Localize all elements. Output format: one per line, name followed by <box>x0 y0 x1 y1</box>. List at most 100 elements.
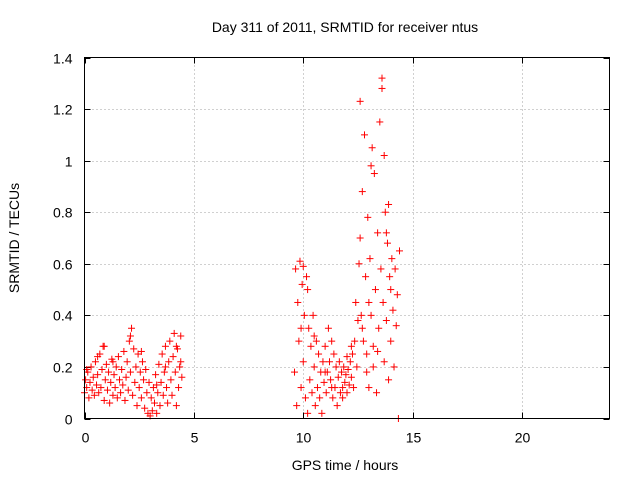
data-point <box>377 265 385 273</box>
data-point <box>363 350 371 358</box>
data-point <box>312 337 320 345</box>
data-point <box>357 311 365 319</box>
data-point <box>390 363 398 371</box>
data-point <box>310 332 318 340</box>
data-point <box>304 409 312 417</box>
x-axis-ticks: 0 5 10 15 20 <box>82 57 530 446</box>
data-point <box>300 311 308 319</box>
y-tick-label: 1.4 <box>53 51 73 67</box>
data-point <box>100 342 108 350</box>
data-point <box>310 363 318 371</box>
data-point <box>177 358 185 366</box>
data-point <box>157 378 165 386</box>
data-point <box>94 371 102 379</box>
data-point <box>94 353 102 361</box>
data-point <box>311 402 319 410</box>
x-tick-label: 15 <box>406 430 422 446</box>
data-point <box>147 394 155 402</box>
data-point <box>140 376 148 384</box>
data-point <box>91 358 99 366</box>
data-point <box>110 371 118 379</box>
data-point <box>122 373 130 381</box>
data-point <box>393 291 401 299</box>
data-point <box>340 363 348 371</box>
x-tick-label: 5 <box>191 430 199 446</box>
data-point <box>396 247 403 255</box>
data-point <box>143 389 151 397</box>
data-point <box>125 337 133 345</box>
data-point <box>169 353 177 361</box>
data-point <box>121 396 129 404</box>
data-point <box>387 337 395 345</box>
data-point <box>161 363 169 371</box>
data-point <box>388 255 396 263</box>
data-point <box>131 378 139 386</box>
data-point <box>154 389 162 397</box>
data-point <box>315 350 323 358</box>
data-point <box>375 324 383 332</box>
data-point <box>101 376 109 384</box>
data-point <box>297 324 305 332</box>
data-point <box>89 373 97 381</box>
data-point <box>356 234 364 242</box>
data-point <box>172 342 180 350</box>
data-point <box>343 353 351 361</box>
data-point <box>153 381 161 389</box>
data-point <box>129 391 137 399</box>
data-point <box>296 257 304 265</box>
data-point <box>138 358 146 366</box>
data-point <box>304 286 312 294</box>
data-point <box>347 373 355 381</box>
data-point <box>175 384 183 392</box>
data-point <box>339 394 347 402</box>
data-point <box>135 384 143 392</box>
data-point <box>171 368 179 376</box>
data-point <box>90 391 98 399</box>
data-point <box>334 373 342 381</box>
y-axis-ticks: 0 0.2 0.4 0.6 0.8 1 1.2 1.4 <box>53 51 610 428</box>
data-point <box>299 358 307 366</box>
data-point <box>344 366 352 374</box>
data-point <box>336 389 344 397</box>
data-point <box>392 322 400 330</box>
y-tick-label: 0 <box>65 412 73 428</box>
data-point <box>132 363 140 371</box>
data-point <box>163 384 171 392</box>
data-point <box>126 332 134 340</box>
data-point <box>339 384 347 392</box>
data-point <box>176 363 184 371</box>
data-point <box>95 389 103 397</box>
data-point <box>385 200 393 208</box>
data-point <box>391 265 399 273</box>
data-point <box>342 371 350 379</box>
data-point <box>295 337 303 345</box>
data-point <box>361 131 368 139</box>
data-point <box>319 358 327 366</box>
data-point <box>97 384 105 392</box>
data-point <box>126 368 134 376</box>
data-point <box>381 208 389 216</box>
data-point <box>364 213 372 221</box>
data-point <box>291 368 298 376</box>
data-point <box>389 306 397 314</box>
data-point <box>106 399 114 407</box>
data-point <box>133 402 141 410</box>
x-tick-label: 10 <box>296 430 312 446</box>
data-point <box>348 350 356 358</box>
data-point <box>165 358 173 366</box>
data-point <box>345 381 353 389</box>
data-point <box>102 360 110 368</box>
data-point <box>298 280 306 288</box>
data-point <box>294 298 302 306</box>
data-point <box>338 368 346 376</box>
y-tick-label: 0.2 <box>53 360 73 376</box>
data-point <box>117 389 125 397</box>
data-point <box>153 409 161 417</box>
data-point <box>332 363 340 371</box>
data-point <box>351 337 359 345</box>
data-point <box>166 337 174 345</box>
x-tick-label: 0 <box>82 430 90 446</box>
data-point <box>369 363 377 371</box>
data-point <box>164 399 172 407</box>
data-point <box>161 342 169 350</box>
